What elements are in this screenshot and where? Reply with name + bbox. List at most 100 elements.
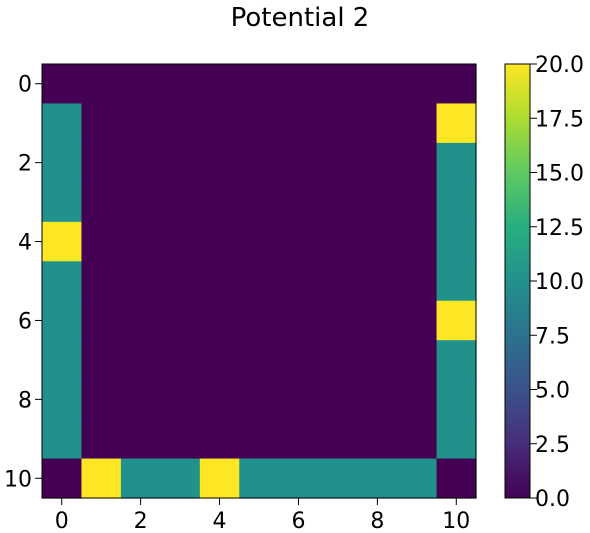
heatmap-cell — [120, 300, 161, 341]
heatmap-cell — [357, 221, 398, 262]
heatmap-cell — [278, 340, 319, 381]
x-tick-label: 2 — [134, 509, 148, 533]
heatmap-cell — [357, 340, 398, 381]
heatmap-cell — [199, 458, 240, 499]
x-tick-label: 8 — [370, 509, 384, 533]
chart-title: Potential 2 — [231, 3, 370, 33]
heatmap-cell — [160, 182, 201, 223]
heatmap-cell — [397, 103, 438, 144]
heatmap-cell — [318, 458, 359, 499]
heatmap-cell — [81, 340, 122, 381]
heatmap-cell — [397, 261, 438, 302]
heatmap-cell — [357, 103, 398, 144]
y-axis: 0 2 4 6 8 10 — [4, 73, 42, 492]
heatmap-cell — [318, 379, 359, 420]
heatmap-cell — [436, 182, 477, 223]
heatmap-cell — [318, 142, 359, 183]
colorbar-tick-label: 0.0 — [535, 487, 570, 512]
colorbar-tick-label: 2.5 — [535, 433, 570, 458]
heatmap-cell — [239, 340, 280, 381]
heatmap-cell — [239, 103, 280, 144]
heatmap-cell — [81, 142, 122, 183]
colorbar-tick-label: 10.0 — [535, 270, 584, 295]
heatmap-cell — [239, 142, 280, 183]
heatmap-cell — [120, 182, 161, 223]
heatmap-cell — [239, 64, 280, 105]
heatmap-cell — [278, 103, 319, 144]
heatmap-cell — [42, 458, 83, 499]
heatmap-cell — [436, 103, 477, 144]
x-axis: 0 2 4 6 8 10 — [55, 498, 470, 533]
heatmap-cell — [278, 458, 319, 499]
heatmap-cell — [120, 142, 161, 183]
heatmap-cell — [81, 182, 122, 223]
heatmap-cell — [278, 182, 319, 223]
heatmap-cell — [318, 64, 359, 105]
heatmap-cell — [239, 419, 280, 460]
heatmap-cell — [397, 300, 438, 341]
y-tick-label: 0 — [18, 73, 32, 98]
heatmap-cell — [357, 261, 398, 302]
heatmap-cell — [436, 379, 477, 420]
heatmap-cell — [318, 103, 359, 144]
heatmap-cell — [42, 419, 83, 460]
heatmap-cell — [42, 182, 83, 223]
heatmap-cell — [160, 261, 201, 302]
heatmap-cell — [199, 64, 240, 105]
heatmap-cell — [120, 221, 161, 262]
heatmap-cell — [199, 419, 240, 460]
y-tick-label: 8 — [18, 388, 32, 413]
heatmap-cell — [278, 261, 319, 302]
heatmap-cell — [357, 182, 398, 223]
heatmap-cell — [81, 379, 122, 420]
heatmap-cell — [278, 300, 319, 341]
heatmap-cell — [397, 64, 438, 105]
y-tick-label: 10 — [4, 467, 32, 492]
heatmap-cell — [278, 64, 319, 105]
x-tick-label: 4 — [213, 509, 227, 533]
heatmap-cell — [278, 221, 319, 262]
heatmap-cell — [436, 221, 477, 262]
colorbar-tick-label: 7.5 — [535, 324, 570, 349]
heatmap-cell — [436, 142, 477, 183]
heatmap-cell — [160, 221, 201, 262]
heatmap-cell — [357, 300, 398, 341]
heatmap-cell — [81, 300, 122, 341]
heatmap-cell — [42, 221, 83, 262]
heatmap-cell — [199, 379, 240, 420]
heatmap-cell — [239, 221, 280, 262]
heatmap-cell — [357, 458, 398, 499]
heatmap-cell — [436, 419, 477, 460]
y-tick-label: 4 — [18, 231, 32, 256]
colorbar-tick-label: 12.5 — [535, 216, 584, 241]
heatmap-cell — [318, 261, 359, 302]
heatmap-cell — [160, 379, 201, 420]
heatmap-cell — [42, 103, 83, 144]
heatmap-cell — [120, 261, 161, 302]
heatmap-cell — [436, 300, 477, 341]
heatmap-cell — [436, 458, 477, 499]
heatmap-cell — [239, 379, 280, 420]
heatmap-cell — [120, 419, 161, 460]
heatmap-cell — [278, 379, 319, 420]
heatmap-cell — [436, 261, 477, 302]
heatmap-cell — [81, 458, 122, 499]
heatmap-cell — [160, 103, 201, 144]
colorbar-tick-label: 15.0 — [535, 162, 584, 187]
heatmap-cell — [160, 142, 201, 183]
heatmap-cell — [160, 419, 201, 460]
heatmap-cell — [357, 419, 398, 460]
heatmap-cell — [42, 300, 83, 341]
heatmap-cell — [42, 261, 83, 302]
heatmap-cell — [81, 64, 122, 105]
heatmap-cell — [397, 221, 438, 262]
heatmap-cell — [318, 340, 359, 381]
heatmap-cell — [120, 103, 161, 144]
heatmap-cell — [42, 142, 83, 183]
heatmap-cell — [199, 261, 240, 302]
heatmap-cell — [318, 300, 359, 341]
heatmap-cell — [397, 379, 438, 420]
heatmap-cell — [120, 340, 161, 381]
heatmap-cell — [81, 261, 122, 302]
